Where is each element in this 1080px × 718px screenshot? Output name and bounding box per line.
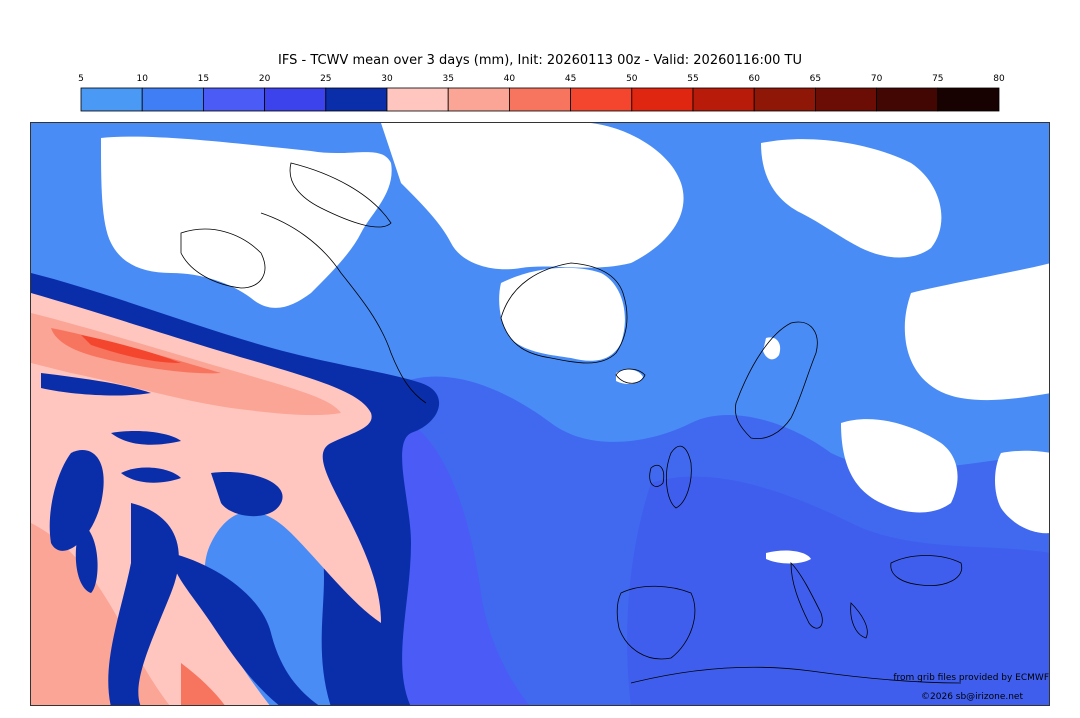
colorbar-tick-label: 30 bbox=[381, 74, 393, 84]
copyright-credit: ©2026 sb@irizone.net bbox=[921, 692, 1023, 702]
colorbar-swatch bbox=[876, 87, 939, 112]
colorbar-swatch bbox=[80, 87, 143, 112]
coast-scandinavia bbox=[734, 321, 818, 440]
colorbar-tick-label: 60 bbox=[748, 74, 760, 84]
streak-6 bbox=[108, 503, 179, 705]
mask-svalbard-arctic bbox=[761, 139, 942, 258]
colorbar-tick-label: 10 bbox=[136, 74, 148, 84]
coast-uk bbox=[666, 445, 692, 509]
colorbar-tick-label: 55 bbox=[687, 74, 698, 84]
mask-arctic-north bbox=[381, 123, 684, 270]
coast-greece bbox=[850, 602, 868, 639]
colorbar-tick-label: 75 bbox=[932, 74, 943, 84]
mask-iceland bbox=[616, 369, 643, 385]
streak-5 bbox=[75, 523, 98, 593]
colorbar-tick-label: 15 bbox=[198, 74, 209, 84]
colorbar-tick-label: 45 bbox=[565, 74, 576, 84]
field-45-50-core bbox=[81, 335, 181, 363]
colorbar-tick-label: 80 bbox=[993, 74, 1005, 84]
field-40-45-south bbox=[181, 663, 225, 705]
coast-iberia bbox=[616, 585, 696, 660]
colorbar-swatch bbox=[570, 87, 633, 112]
tcwv-map bbox=[30, 122, 1050, 706]
streak-4 bbox=[121, 467, 181, 483]
coast-greenland bbox=[500, 262, 628, 364]
mask-canada-arctic bbox=[101, 136, 392, 308]
coastlines bbox=[180, 162, 963, 684]
colorbar-tick-label: 20 bbox=[259, 74, 271, 84]
colorbar-swatch bbox=[753, 87, 816, 112]
colorbar-tick-label: 70 bbox=[871, 74, 883, 84]
mask-russia-interior bbox=[841, 419, 958, 513]
colorbar-tick-label: 40 bbox=[504, 74, 516, 84]
streak-7 bbox=[211, 472, 283, 517]
coast-italy bbox=[790, 562, 823, 629]
colorbar-svg: 5 10 15 20 25 30 35 40 45 50 55 60 65 70 75 80 bbox=[78, 74, 1005, 112]
coast-iceland bbox=[615, 368, 646, 384]
streak-3 bbox=[49, 450, 104, 551]
mask-caspian-east bbox=[995, 450, 1049, 534]
coast-north-africa bbox=[630, 666, 962, 684]
colorbar-swatch bbox=[815, 87, 878, 112]
colorbar-swatch bbox=[937, 87, 1000, 112]
colorbar-swatch bbox=[386, 87, 449, 112]
coast-ireland bbox=[649, 464, 665, 487]
coast-canada bbox=[260, 212, 427, 404]
source-credit: from grib files provided by ECMWF bbox=[893, 673, 1049, 683]
coast-hudson bbox=[180, 228, 266, 289]
colorbar-swatch bbox=[141, 87, 204, 112]
mask-scandinavia bbox=[763, 337, 781, 360]
colorbar-swatch bbox=[202, 87, 265, 112]
streak-1 bbox=[41, 373, 151, 396]
colorbar-swatch bbox=[508, 87, 571, 112]
colorbar-swatch bbox=[692, 87, 755, 112]
field-15-20-atlantic bbox=[377, 423, 530, 705]
streak-2 bbox=[111, 430, 181, 445]
map-title: IFS - TCWV mean over 3 days (mm), Init: … bbox=[278, 53, 802, 68]
mask-greenland bbox=[499, 267, 625, 361]
field-10-15-europe bbox=[627, 476, 1049, 705]
streak-8 bbox=[171, 553, 319, 705]
colorbar-legend: 5 10 15 20 25 30 35 40 45 50 55 60 65 70 75 80 bbox=[0, 70, 1080, 115]
colorbar-tick-label: 50 bbox=[626, 74, 638, 84]
colorbar-tick-label: 65 bbox=[810, 74, 821, 84]
field-25-30-front bbox=[31, 273, 440, 705]
colorbar-swatch bbox=[325, 87, 388, 112]
map-svg bbox=[31, 123, 1049, 705]
colorbar-swatch bbox=[264, 87, 327, 112]
colorbar-tick-label: 25 bbox=[320, 74, 331, 84]
mask-alps bbox=[766, 550, 811, 564]
colorbar-tick-label: 35 bbox=[442, 74, 453, 84]
colorbar-tick-label: 5 bbox=[78, 74, 84, 84]
colorbar-swatch bbox=[631, 87, 694, 112]
coast-baffin bbox=[289, 162, 392, 228]
colorbar-swatch bbox=[447, 87, 510, 112]
mask-russia-east bbox=[904, 263, 1049, 401]
coast-black-sea bbox=[890, 555, 963, 586]
